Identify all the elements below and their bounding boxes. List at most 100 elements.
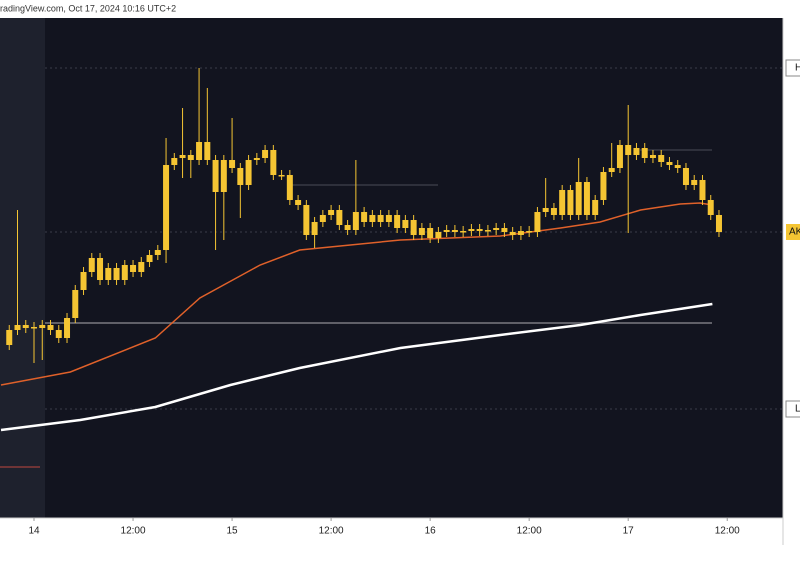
candle-body bbox=[229, 160, 236, 168]
candle-body bbox=[699, 180, 706, 200]
candle-body bbox=[179, 155, 186, 158]
x-tick-label: 15 bbox=[227, 526, 239, 537]
candle-body bbox=[666, 162, 673, 165]
x-tick-label: 12:00 bbox=[121, 526, 146, 537]
candle-body bbox=[649, 155, 656, 158]
price-label-box bbox=[785, 59, 800, 77]
candle-body bbox=[427, 228, 434, 238]
candle-body bbox=[493, 228, 500, 230]
candle-body bbox=[625, 145, 632, 155]
moving-average bbox=[0, 302, 713, 432]
candle-body bbox=[641, 148, 648, 158]
candle-body bbox=[303, 205, 310, 235]
candle-body bbox=[88, 258, 95, 272]
candle-body bbox=[484, 230, 491, 232]
candle-body bbox=[377, 215, 384, 222]
candle-body bbox=[385, 215, 392, 222]
candle-body bbox=[47, 325, 54, 330]
price-label-box bbox=[786, 224, 800, 240]
candle-body bbox=[278, 175, 285, 177]
x-tick-label: 12:00 bbox=[319, 526, 344, 537]
candle-body bbox=[138, 262, 145, 272]
candle-body bbox=[14, 325, 21, 330]
candle-body bbox=[715, 215, 722, 232]
candle-body bbox=[476, 229, 483, 231]
candle-body bbox=[171, 158, 178, 165]
candle-body bbox=[187, 155, 194, 160]
candle-body bbox=[608, 168, 615, 172]
candle-body bbox=[295, 200, 302, 205]
price-label: H bbox=[795, 63, 800, 74]
price-label: L bbox=[795, 404, 800, 415]
candle-body bbox=[410, 220, 417, 235]
candle-body bbox=[344, 225, 351, 230]
candle-body bbox=[691, 180, 698, 185]
candle-body bbox=[616, 145, 623, 168]
candle-body bbox=[253, 158, 260, 160]
candle-body bbox=[319, 215, 326, 222]
candle-body bbox=[707, 200, 714, 215]
candle-body bbox=[369, 215, 376, 222]
candle-body bbox=[212, 160, 219, 192]
candle-body bbox=[542, 208, 549, 212]
candle-body bbox=[55, 330, 62, 338]
candle-body bbox=[460, 231, 467, 233]
header-text: radingView.com, Oct 17, 2024 10:16 UTC+2 bbox=[0, 3, 176, 13]
candle-body bbox=[443, 230, 450, 232]
candle-body bbox=[237, 168, 244, 185]
candle-body bbox=[592, 200, 599, 215]
candle-body bbox=[311, 222, 318, 235]
x-tick-label: 14 bbox=[28, 526, 40, 537]
candle-body bbox=[674, 165, 681, 168]
candle-body bbox=[550, 208, 557, 215]
x-tick-label: 16 bbox=[425, 526, 437, 537]
candle-body bbox=[286, 175, 293, 200]
candle-body bbox=[245, 160, 252, 185]
candle-body bbox=[22, 325, 29, 328]
candle-body bbox=[72, 290, 79, 318]
candle-body bbox=[220, 160, 227, 192]
candle-body bbox=[633, 148, 640, 155]
candle-body bbox=[658, 155, 665, 162]
price-label: AKITAU bbox=[789, 227, 800, 238]
candle-body bbox=[361, 212, 368, 222]
candle-body bbox=[113, 268, 120, 280]
candle-body bbox=[402, 220, 409, 228]
candle-body bbox=[501, 228, 508, 232]
x-tick-label: 17 bbox=[623, 526, 635, 537]
candle-body bbox=[105, 268, 112, 280]
candle-body bbox=[435, 232, 442, 238]
candle-body bbox=[352, 212, 359, 230]
candle-body bbox=[509, 232, 516, 235]
candle-body bbox=[328, 210, 335, 215]
x-tick-label: 12:00 bbox=[715, 526, 740, 537]
candle-body bbox=[154, 250, 161, 255]
candle-body bbox=[130, 265, 137, 272]
candle-body bbox=[336, 210, 343, 225]
candle-body bbox=[64, 318, 71, 338]
candle-body bbox=[567, 190, 574, 215]
candle-body bbox=[6, 330, 13, 345]
candle-body bbox=[121, 265, 128, 280]
candle-body bbox=[97, 258, 104, 280]
x-tick-label: 12:00 bbox=[517, 526, 542, 537]
price-label-box bbox=[785, 400, 800, 418]
candle-body bbox=[682, 168, 689, 185]
candle-body bbox=[31, 327, 38, 329]
candle-body bbox=[262, 150, 269, 158]
candle-body bbox=[575, 182, 582, 215]
candle-body bbox=[559, 190, 566, 215]
moving-average bbox=[0, 202, 713, 386]
candle-body bbox=[394, 215, 401, 228]
candle-body bbox=[600, 172, 607, 200]
candle-body bbox=[468, 229, 475, 231]
candle-body bbox=[526, 231, 533, 233]
candle-body bbox=[39, 325, 46, 328]
candle-body bbox=[583, 182, 590, 215]
session-shade bbox=[0, 18, 45, 518]
candle-body bbox=[418, 228, 425, 235]
candle-body bbox=[163, 165, 170, 250]
candle-body bbox=[80, 272, 87, 290]
candle-body bbox=[517, 231, 524, 235]
